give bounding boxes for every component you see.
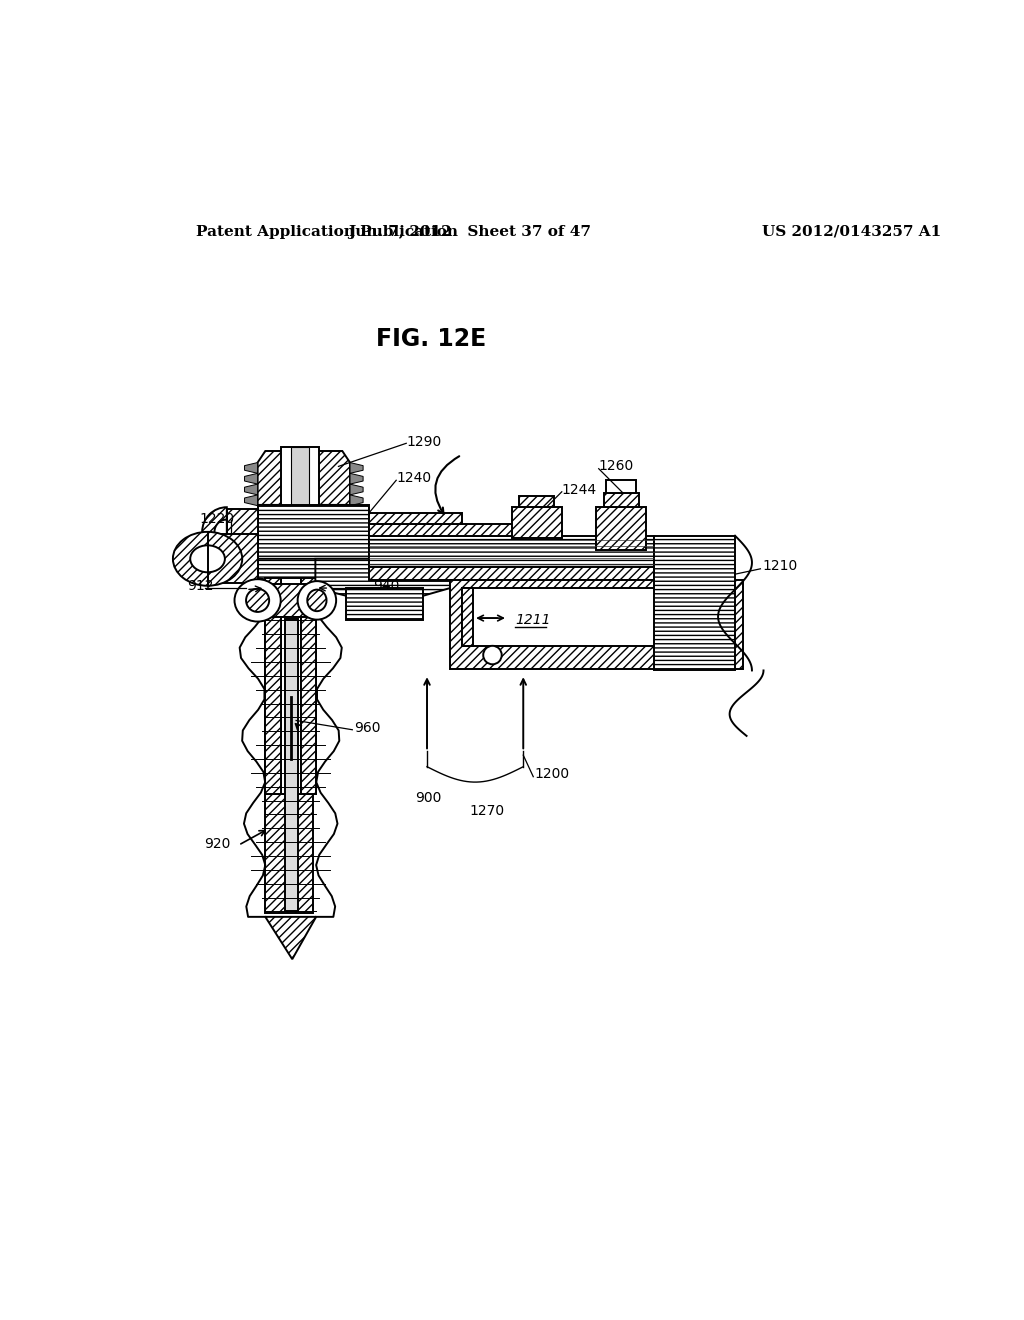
Text: 1270: 1270 <box>469 804 505 818</box>
Bar <box>462 589 724 645</box>
Text: 912: 912 <box>186 578 213 593</box>
Wedge shape <box>214 520 226 544</box>
Text: 1200: 1200 <box>535 767 570 781</box>
Polygon shape <box>370 566 654 581</box>
Polygon shape <box>258 585 315 616</box>
Bar <box>301 578 316 793</box>
Wedge shape <box>202 507 226 557</box>
Polygon shape <box>258 451 350 506</box>
Bar <box>301 616 316 793</box>
Polygon shape <box>245 495 258 506</box>
Bar <box>712 589 724 645</box>
Polygon shape <box>370 536 654 566</box>
Bar <box>281 578 301 793</box>
Bar <box>265 793 313 913</box>
Text: Patent Application Publication: Patent Application Publication <box>196 224 458 239</box>
Polygon shape <box>265 917 316 960</box>
Polygon shape <box>370 512 462 524</box>
Ellipse shape <box>190 545 225 573</box>
Text: 960: 960 <box>354 721 380 735</box>
Bar <box>291 447 309 508</box>
Bar <box>596 507 646 549</box>
Text: 1220: 1220 <box>200 512 234 525</box>
Bar <box>285 619 298 911</box>
Bar <box>604 494 639 507</box>
Text: 1211: 1211 <box>515 614 551 627</box>
Bar <box>265 578 281 793</box>
Ellipse shape <box>307 590 327 611</box>
Text: Jun. 7, 2012   Sheet 37 of 47: Jun. 7, 2012 Sheet 37 of 47 <box>348 224 591 239</box>
Polygon shape <box>346 589 423 620</box>
Polygon shape <box>245 484 258 495</box>
Polygon shape <box>265 616 316 917</box>
Text: FIG. 12E: FIG. 12E <box>376 327 486 351</box>
Ellipse shape <box>173 532 243 586</box>
Text: 1240: 1240 <box>396 471 431 484</box>
Polygon shape <box>258 558 370 590</box>
Text: 1260: 1260 <box>599 459 634 474</box>
Text: US 2012/0143257 A1: US 2012/0143257 A1 <box>762 224 941 239</box>
Polygon shape <box>245 462 258 474</box>
Text: 940: 940 <box>373 578 399 593</box>
Text: 900: 900 <box>416 791 441 804</box>
Bar <box>281 447 319 508</box>
Bar <box>606 480 636 494</box>
Polygon shape <box>258 506 370 558</box>
Polygon shape <box>245 474 258 484</box>
Bar <box>451 581 742 669</box>
Circle shape <box>483 645 502 664</box>
Polygon shape <box>350 462 364 474</box>
Polygon shape <box>208 535 258 583</box>
Bar <box>265 616 281 793</box>
Polygon shape <box>350 495 364 506</box>
Polygon shape <box>350 484 364 495</box>
Bar <box>519 496 554 507</box>
Ellipse shape <box>234 579 281 622</box>
Bar <box>281 616 301 793</box>
Polygon shape <box>315 558 451 595</box>
Ellipse shape <box>246 589 269 612</box>
Bar <box>512 507 562 539</box>
Text: 1244: 1244 <box>562 483 597 496</box>
Text: 1210: 1210 <box>762 560 798 573</box>
Text: 1290: 1290 <box>407 434 441 449</box>
Text: 920: 920 <box>204 837 230 850</box>
Ellipse shape <box>298 581 336 619</box>
Bar <box>654 536 735 671</box>
Polygon shape <box>226 508 258 554</box>
Polygon shape <box>370 524 515 536</box>
Bar <box>462 589 473 645</box>
Polygon shape <box>350 474 364 484</box>
